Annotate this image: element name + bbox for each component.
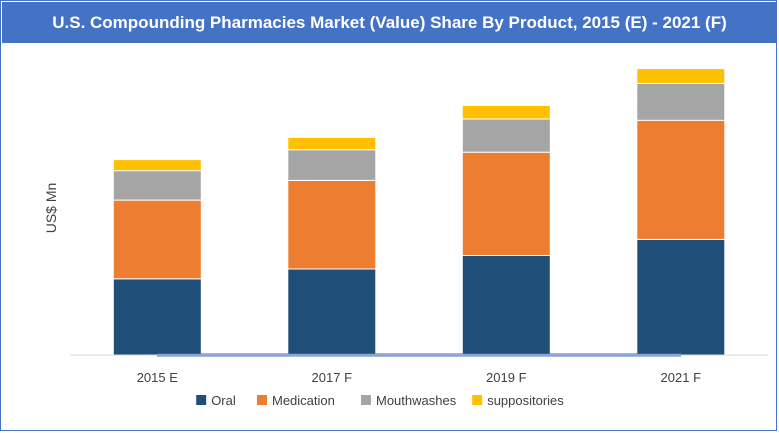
x-tick-label: 2015 E bbox=[137, 370, 179, 385]
legend-swatch-suppositories bbox=[472, 395, 483, 405]
bar-medication-2019-f bbox=[461, 151, 551, 256]
bar-medication-2015-e bbox=[112, 199, 202, 280]
legend-label-suppositories: suppositories bbox=[487, 393, 564, 408]
bar-medication-2017-f bbox=[287, 180, 377, 270]
legend: Oral Medication Mouthwashes suppositories bbox=[196, 393, 564, 408]
legend-swatch-oral bbox=[196, 395, 207, 405]
bar-mouthwashes-2015-e bbox=[112, 170, 202, 201]
bar-oral-2015-e bbox=[112, 278, 202, 356]
legend-swatch-medication bbox=[257, 395, 267, 405]
legend-label-medication: Medication bbox=[272, 393, 335, 408]
bar-oral-2021-f bbox=[636, 239, 726, 356]
x-tick-label: 2017 F bbox=[312, 370, 353, 385]
bar-suppositories-2021-f bbox=[636, 68, 726, 84]
bar-oral-2019-f bbox=[461, 254, 551, 356]
bar-suppositories-2015-e bbox=[112, 159, 202, 172]
bar-mouthwashes-2019-f bbox=[461, 118, 551, 153]
legend-label-oral: Oral bbox=[211, 393, 236, 408]
bar-suppositories-2017-f bbox=[287, 136, 377, 151]
bar-suppositories-2019-f bbox=[461, 105, 551, 120]
y-axis-title: US$ Mn bbox=[43, 183, 59, 234]
bar-group bbox=[112, 68, 726, 357]
x-tick-label: 2021 F bbox=[661, 370, 702, 385]
x-tick-labels: 2015 E 2017 F 2019 F 2021 F bbox=[137, 370, 701, 385]
bar-mouthwashes-2017-f bbox=[287, 149, 377, 181]
legend-swatch-mouthwashes bbox=[361, 395, 371, 405]
chart-title: U.S. Compounding Pharmacies Market (Valu… bbox=[2, 2, 777, 43]
bar-oral-2017-f bbox=[287, 268, 377, 356]
legend-label-mouthwashes: Mouthwashes bbox=[376, 393, 457, 408]
bar-medication-2021-f bbox=[636, 119, 726, 240]
x-tick-label: 2019 F bbox=[486, 370, 527, 385]
bar-mouthwashes-2021-f bbox=[636, 82, 726, 121]
